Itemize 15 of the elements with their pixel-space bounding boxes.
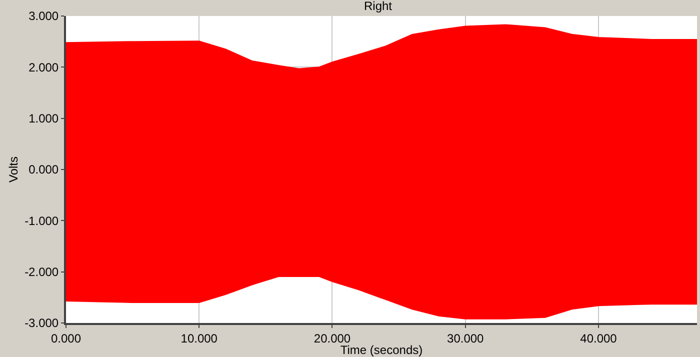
x-tick-label: 40.000 — [580, 331, 618, 346]
chart-title: Right — [364, 0, 393, 14]
x-axis-title: Time (seconds) — [340, 343, 423, 357]
y-tick-label: 3.000 — [28, 9, 59, 24]
y-tick-label: 1.000 — [28, 112, 59, 126]
x-tick-label: 10.000 — [180, 331, 218, 346]
y-tick-label: -1.000 — [24, 214, 59, 228]
y-axis-title: Volts — [6, 156, 20, 183]
y-tick-label: -2.000 — [24, 265, 59, 280]
x-tick-label: 20.000 — [314, 331, 351, 346]
x-tick-label: 30.000 — [447, 331, 484, 346]
y-tick-label: 0.000 — [28, 162, 59, 177]
y-tick-label: -3.000 — [24, 316, 59, 330]
x-tick-label: 0.000 — [50, 331, 82, 346]
y-tick-label: 2.000 — [28, 60, 59, 74]
